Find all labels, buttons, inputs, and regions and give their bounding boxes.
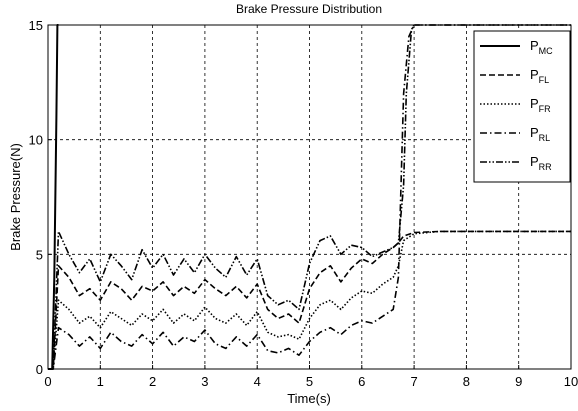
x-tick-label: 2	[149, 374, 156, 389]
y-tick-label: 5	[36, 247, 43, 262]
y-axis-title: Brake Pressure(N)	[8, 143, 23, 251]
x-tick-label: 4	[254, 374, 261, 389]
x-tick-label: 9	[515, 374, 522, 389]
legend-label: PRR	[530, 154, 552, 172]
legend-label: PRL	[530, 125, 550, 143]
x-tick-label: 10	[564, 374, 578, 389]
y-tick-label: 10	[29, 133, 43, 148]
x-tick-label: 0	[44, 374, 51, 389]
series-line-p-fr	[48, 230, 571, 370]
x-tick-label: 3	[201, 374, 208, 389]
legend-box	[473, 30, 571, 183]
x-axis-title: Time(s)	[287, 391, 331, 406]
axis-ticks: 0 1 2 3 4 5 6 7 8 9 10 0 5 10 15	[29, 18, 578, 389]
legend-label-main: P	[530, 154, 539, 169]
legend-label: PMC	[530, 38, 553, 56]
chart-title: Brake Pressure Distribution	[236, 2, 382, 16]
legend-label-sub: FR	[539, 104, 551, 114]
legend-label-main: P	[530, 125, 539, 140]
legend-label-sub: RR	[539, 162, 552, 172]
legend-label-sub: FL	[539, 75, 550, 85]
series-line-p-rl	[48, 24, 571, 370]
x-tick-label: 5	[306, 374, 313, 389]
x-tick-label: 1	[97, 374, 104, 389]
x-tick-label: 8	[463, 374, 470, 389]
legend-label-main: P	[530, 67, 539, 82]
legend-label-sub: MC	[539, 46, 553, 56]
series-line-p-fl	[48, 230, 571, 370]
x-tick-label: 6	[358, 374, 365, 389]
y-tick-label: 15	[29, 18, 43, 33]
series-line-p-rr	[48, 24, 571, 370]
legend-label-main: P	[530, 38, 539, 53]
x-tick-label: 7	[410, 374, 417, 389]
legend-label: PFL	[530, 67, 549, 85]
legend-label: PFR	[530, 96, 551, 114]
legend-label-sub: RL	[539, 133, 551, 143]
legend-label-main: P	[530, 96, 539, 111]
y-tick-label: 0	[36, 362, 43, 377]
